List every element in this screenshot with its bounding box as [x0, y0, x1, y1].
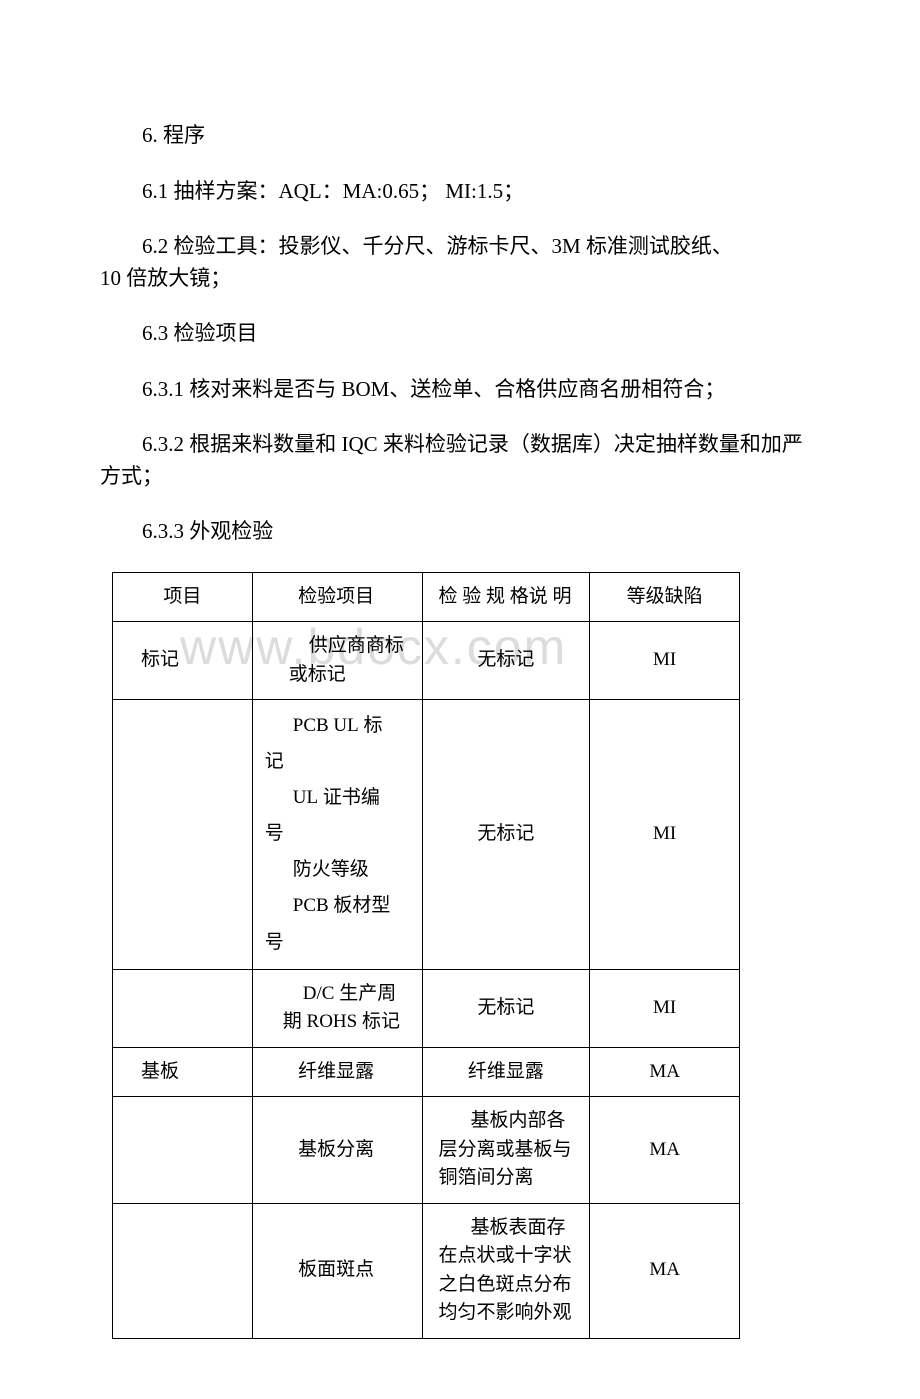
cell-level: MA — [590, 1097, 740, 1204]
cell-category: 基板 — [113, 1047, 253, 1097]
cell-spec: 无标记 — [422, 969, 590, 1047]
spec-l2: 层分离或基板与 — [439, 1136, 584, 1165]
cell-category — [113, 1097, 253, 1204]
fire-rating: 防火等级 — [265, 852, 414, 888]
spec-l1: 基板内部各 — [439, 1107, 584, 1136]
p2-text-b: AQL：MA:0.65； MI:1.5； — [279, 179, 525, 203]
cell-level: MA — [590, 1203, 740, 1338]
p5b: BOM — [342, 377, 390, 401]
para-sampling-plan: 6.1 抽样方案：AQL：MA:0.65； MI:1.5； — [100, 176, 820, 208]
cell-check: 基板分离 — [252, 1097, 422, 1204]
p5c: 、送检单、合格供应商名册相符合； — [389, 377, 725, 401]
cell-category — [113, 700, 253, 970]
cell-spec: 无标记 — [422, 700, 590, 970]
para-inspection-items: 6.3 检验项目 — [100, 318, 820, 350]
cell-category: 标记 — [113, 622, 253, 700]
table-header-row: 项目 检验项目 检 验 规 格说 明 等级缺陷 — [113, 572, 740, 622]
cell-category — [113, 969, 253, 1047]
header-defect-level: 等级缺陷 — [590, 572, 740, 622]
spec6-l3: 之白色斑点分布 — [439, 1271, 584, 1300]
cell-check: 纤维显露 — [252, 1047, 422, 1097]
p3a: 6.2 检验工具：投影仪、千分尺、游标卡尺、 — [142, 234, 552, 258]
table-row: D/C 生产周期 ROHS 标记 无标记 MI — [113, 969, 740, 1047]
cell-check-2: 或标记 — [289, 661, 414, 690]
inspection-table: 项目 检验项目 检 验 规 格说 明 等级缺陷 标记 供应商商标或标记 无标记 … — [112, 572, 740, 1339]
p3d: 10 倍放大镜； — [100, 266, 231, 290]
cell-level: MI — [590, 969, 740, 1047]
document-body: 6. 程序 6.1 抽样方案：AQL：MA:0.65； MI:1.5； 6.2 … — [100, 120, 820, 1339]
table-row: 板面斑点 基板表面存在点状或十字状之白色斑点分布均匀不影响外观 MA — [113, 1203, 740, 1338]
p6a: 6.3.2 根据来料数量和 — [142, 432, 342, 456]
spec6-l1: 基板表面存 — [439, 1214, 584, 1243]
header-spec: 检 验 规 格说 明 — [422, 572, 590, 622]
cell-level: MI — [590, 700, 740, 970]
cell-spec: 纤维显露 — [422, 1047, 590, 1097]
table-row: 标记 供应商商标或标记 无标记 MI — [113, 622, 740, 700]
cell-check: 供应商商标 — [289, 632, 414, 661]
rohs: ROHS — [307, 1011, 358, 1032]
p3b: 3M — [552, 234, 581, 258]
dc-1: D/C — [303, 983, 335, 1004]
header-check-item: 检验项目 — [252, 572, 422, 622]
spec-l3: 铜箔间分离 — [439, 1164, 584, 1193]
para-632: 6.3.2 根据来料数量和 IQC 来料检验记录（数据库）决定抽样数量和加严方式… — [100, 429, 820, 492]
cell-level: MA — [590, 1047, 740, 1097]
table-row: 基板分离 基板内部各层分离或基板与铜箔间分离 MA — [113, 1097, 740, 1204]
table-row: 基板 纤维显露 纤维显露 MA — [113, 1047, 740, 1097]
para-631: 6.3.1 核对来料是否与 BOM、送检单、合格供应商名册相符合； — [100, 374, 820, 406]
p3c: 标准测试胶纸、 — [581, 234, 733, 258]
pcb-mat: PCB — [293, 895, 329, 916]
table-row: PCB UL 标 记 UL 证书编 号 防火等级 PCB 板材型 号 无标记 M… — [113, 700, 740, 970]
p6b: IQC — [342, 432, 378, 456]
spec6-l4: 均匀不影响外观 — [439, 1299, 584, 1328]
para-633: 6.3.3 外观检验 — [100, 516, 820, 548]
cell-check-multi: PCB UL 标 记 UL 证书编 号 防火等级 PCB 板材型 号 — [252, 700, 422, 970]
cell-category — [113, 1203, 253, 1338]
header-item: 项目 — [113, 572, 253, 622]
pcb-ul-1: PCB UL — [293, 715, 359, 736]
cell-spec: 无标记 — [422, 622, 590, 700]
p5a: 6.3.1 核对来料是否与 — [142, 377, 342, 401]
ul-cert: UL — [293, 787, 318, 808]
spec6-l2: 在点状或十字状 — [439, 1242, 584, 1271]
ul-cert-b: 号 — [265, 816, 414, 852]
pcb-ul-1b: 记 — [265, 744, 414, 780]
pcb-mat-b: 号 — [265, 925, 414, 961]
para-procedure: 6. 程序 — [100, 120, 820, 152]
cell-check: 板面斑点 — [252, 1203, 422, 1338]
cell-level: MI — [590, 622, 740, 700]
p2-text-a: 6.1 抽样方案： — [142, 179, 279, 203]
para-inspection-tools: 6.2 检验工具：投影仪、千分尺、游标卡尺、3M 标准测试胶纸、 10 倍放大镜… — [100, 231, 820, 294]
